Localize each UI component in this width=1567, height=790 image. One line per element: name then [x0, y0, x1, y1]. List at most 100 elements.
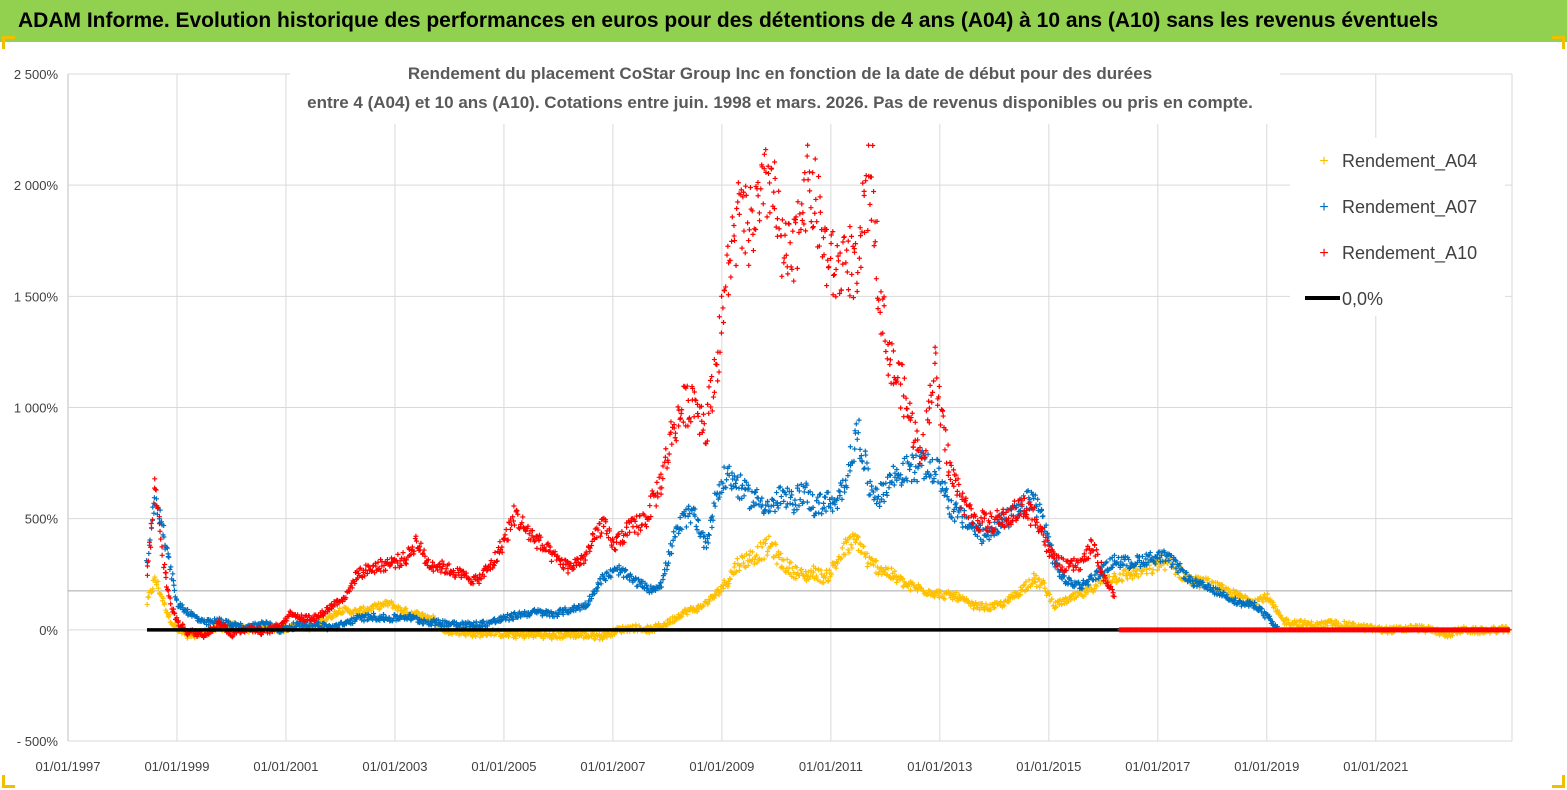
data-point-rendement-a07 [890, 463, 896, 469]
data-point-rendement-a04 [335, 611, 341, 617]
data-point-rendement-a07 [853, 421, 859, 427]
data-point-rendement-a04 [839, 545, 845, 551]
data-point-rendement-a10 [758, 186, 764, 192]
data-point-rendement-a04 [784, 556, 790, 562]
data-point-rendement-a04 [385, 603, 391, 609]
data-point-rendement-a04 [1041, 580, 1047, 586]
data-point-rendement-a04 [1049, 596, 1055, 602]
data-point-rendement-a10 [951, 467, 957, 473]
data-point-rendement-a04 [864, 550, 870, 556]
data-point-rendement-a10 [163, 575, 169, 581]
data-point-rendement-a10 [673, 430, 679, 436]
data-point-rendement-a04 [596, 631, 602, 637]
data-point-rendement-a04 [859, 549, 865, 555]
data-point-rendement-a10 [807, 188, 813, 194]
data-point-rendement-a10 [716, 369, 722, 375]
data-point-rendement-a04 [477, 634, 483, 640]
legend-marker-a10: + [1319, 245, 1328, 262]
data-point-rendement-a10 [507, 526, 513, 532]
data-point-rendement-a07 [912, 469, 918, 475]
data-point-rendement-a07 [724, 477, 730, 483]
data-point-rendement-a04 [935, 592, 941, 598]
data-point-rendement-a10 [747, 185, 753, 191]
data-point-rendement-a10 [787, 240, 793, 246]
data-point-rendement-a04 [936, 595, 942, 601]
x-tick-label: 01/01/2005 [471, 759, 536, 774]
data-point-rendement-a10 [639, 522, 645, 528]
data-point-rendement-a04 [152, 576, 158, 582]
data-point-rendement-a10 [1021, 495, 1027, 501]
data-point-rendement-a04 [810, 569, 816, 575]
data-point-rendement-a04 [370, 606, 376, 612]
data-point-rendement-a04 [573, 634, 579, 640]
data-point-rendement-a10 [168, 601, 174, 607]
y-tick-label: 1 000% [14, 401, 59, 416]
data-point-rendement-a10 [705, 401, 711, 407]
data-point-rendement-a04 [853, 540, 859, 546]
data-point-rendement-a04 [1134, 567, 1140, 573]
x-tick-label: 01/01/2017 [1125, 759, 1190, 774]
data-point-rendement-a04 [754, 552, 760, 558]
data-point-rendement-a10 [716, 314, 722, 320]
data-point-rendement-a10 [676, 423, 682, 429]
data-point-rendement-a04 [505, 634, 511, 640]
legend-item-a04: + Rendement_A04 [1319, 151, 1477, 172]
data-point-rendement-a10 [912, 419, 918, 425]
data-point-rendement-a04 [705, 601, 711, 607]
data-point-rendement-a04 [864, 564, 870, 570]
data-point-rendement-a04 [1260, 599, 1266, 605]
data-point-rendement-a04 [160, 595, 166, 601]
corner-mark-top-right [1552, 36, 1565, 49]
data-point-rendement-a04 [793, 576, 799, 582]
data-point-rendement-a04 [942, 596, 948, 602]
data-point-rendement-a10 [658, 491, 664, 497]
data-point-rendement-a10 [728, 274, 734, 280]
data-point-rendement-a04 [938, 588, 944, 594]
data-point-rendement-a04 [1234, 589, 1240, 595]
data-point-rendement-a04 [855, 534, 861, 540]
data-point-rendement-a04 [1351, 620, 1357, 626]
data-point-rendement-a04 [166, 614, 172, 620]
data-point-rendement-a10 [735, 180, 741, 186]
data-point-rendement-a10 [849, 233, 855, 239]
data-point-rendement-a07 [683, 524, 689, 530]
data-point-rendement-a10 [161, 565, 167, 571]
data-point-rendement-a04 [162, 600, 168, 606]
data-point-rendement-a10 [400, 550, 406, 556]
data-point-rendement-a07 [834, 505, 840, 511]
data-point-rendement-a04 [813, 573, 819, 579]
data-point-rendement-a07 [863, 452, 869, 458]
data-point-rendement-a10 [731, 222, 737, 228]
data-point-rendement-a04 [1021, 582, 1027, 588]
data-point-rendement-a10 [1094, 547, 1100, 553]
x-tick-label: 01/01/2001 [253, 759, 318, 774]
data-point-rendement-a10 [675, 404, 681, 410]
data-point-rendement-a10 [931, 378, 937, 384]
data-point-rendement-a07 [151, 510, 157, 516]
x-tick-label: 01/01/1999 [144, 759, 209, 774]
data-point-rendement-a04 [738, 562, 744, 568]
data-point-rendement-a10 [802, 170, 808, 176]
data-point-rendement-a07 [821, 500, 827, 506]
data-point-rendement-a10 [852, 249, 858, 255]
x-tick-label: 01/01/1997 [35, 759, 100, 774]
data-point-rendement-a04 [568, 634, 574, 640]
data-point-rendement-a04 [403, 605, 409, 611]
data-point-rendement-a04 [376, 606, 382, 612]
data-point-rendement-a07 [165, 551, 171, 557]
data-point-rendement-a10 [512, 522, 518, 528]
data-point-rendement-a07 [816, 510, 822, 516]
data-point-rendement-a10 [929, 399, 935, 405]
data-point-rendement-a07 [723, 485, 729, 491]
data-point-rendement-a04 [340, 610, 346, 616]
data-point-rendement-a04 [956, 592, 962, 598]
data-point-rendement-a04 [759, 544, 765, 550]
data-point-rendement-a04 [842, 552, 848, 558]
data-point-rendement-a10 [920, 432, 926, 438]
data-point-rendement-a10 [824, 283, 830, 289]
data-point-rendement-a10 [772, 175, 778, 181]
data-point-rendement-a04 [789, 565, 795, 571]
data-point-rendement-a10 [624, 524, 630, 530]
data-point-rendement-a10 [733, 262, 739, 268]
data-point-rendement-a10 [673, 438, 679, 444]
